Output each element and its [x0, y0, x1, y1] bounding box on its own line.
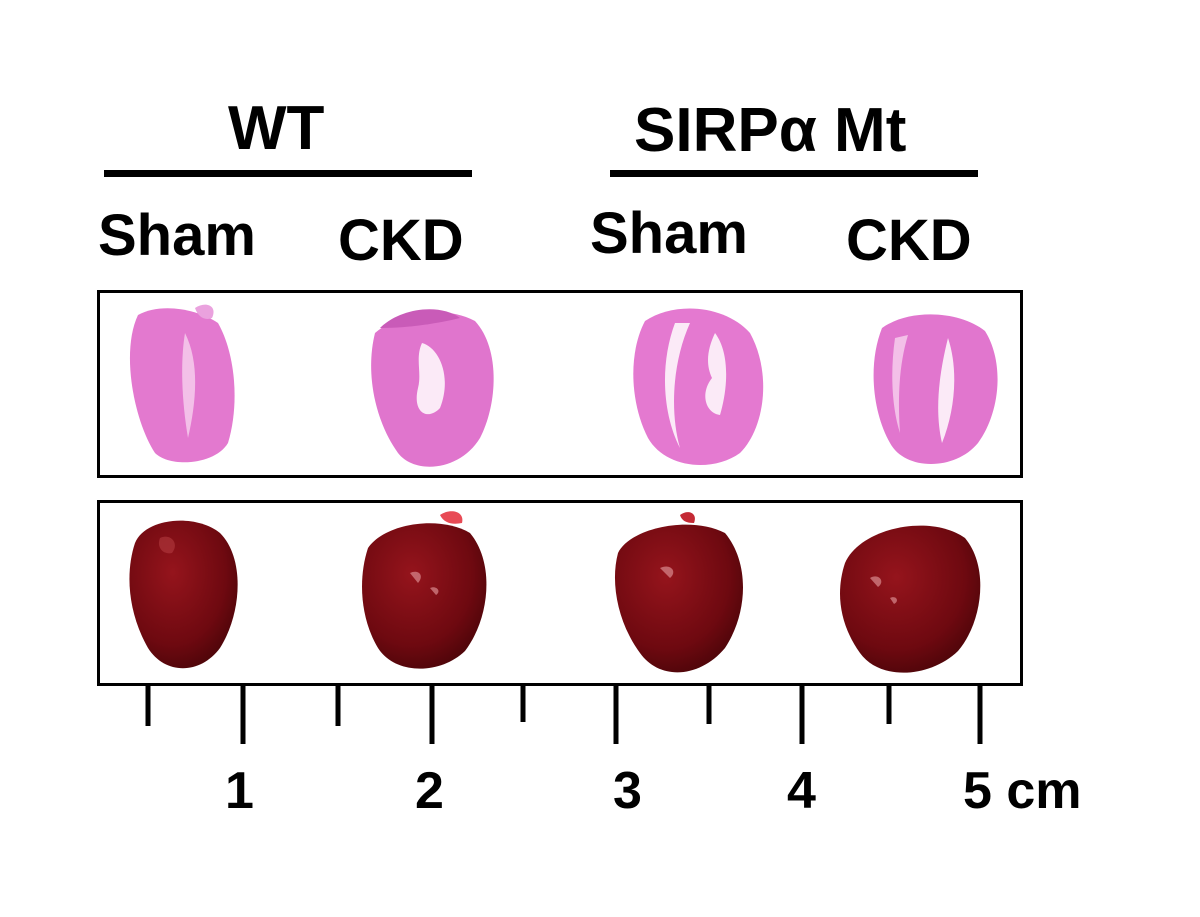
scale-label-2: 2 [415, 762, 444, 820]
histology-wt-ckd [371, 309, 494, 467]
group-underline-wt [104, 170, 472, 177]
condition-label-wt-ckd: CKD [338, 208, 464, 273]
heart-sirpa-sham [614, 512, 744, 673]
histology-panel [97, 290, 1023, 478]
scale-label-1: 1 [225, 762, 254, 820]
histology-sections [129, 304, 998, 467]
heart-sirpa-ckd [840, 525, 981, 673]
heart-wt-sham [129, 520, 238, 669]
group-underline-sirpa-mt [610, 170, 978, 177]
heart-wt-ckd [362, 511, 487, 669]
scale-label-5-cm: 5 cm [963, 762, 1082, 820]
scale-label-4: 4 [787, 762, 816, 820]
condition-label-sirpa-sham: Sham [590, 201, 748, 266]
histology-wt-sham [129, 304, 235, 463]
histology-sirpa-sham [633, 308, 764, 465]
gross-heart-panel [97, 500, 1023, 686]
group-title-sirpa-mt: SIRPα Mt [634, 96, 907, 165]
group-title-wt: WT [228, 94, 325, 163]
condition-label-wt-sham: Sham [98, 203, 256, 268]
histology-sirpa-ckd [873, 314, 998, 464]
scale-label-3: 3 [613, 762, 642, 820]
whole-hearts [129, 511, 981, 673]
condition-label-sirpa-ckd: CKD [846, 208, 972, 273]
